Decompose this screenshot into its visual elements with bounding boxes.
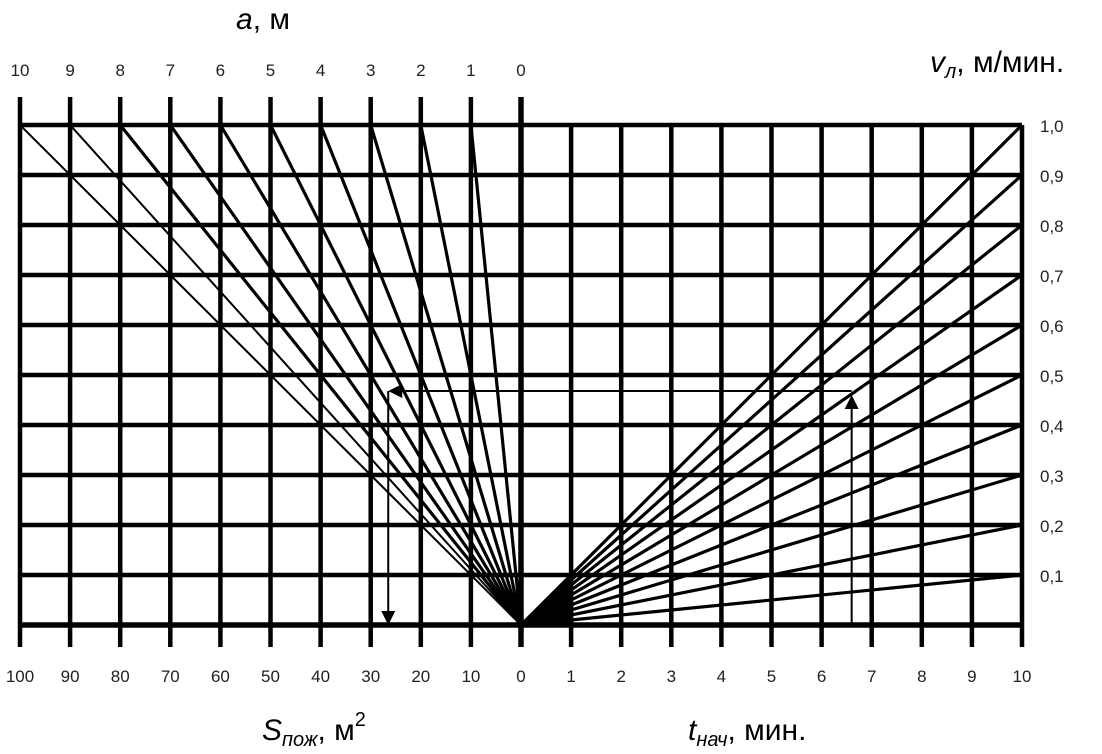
ray-v-0.7 xyxy=(520,273,1023,627)
ray-bundle xyxy=(521,575,571,625)
tick-t-3: 3 xyxy=(667,667,676,686)
ray-a-9 xyxy=(69,124,522,626)
tick-v-0,2: 0,2 xyxy=(1040,517,1064,536)
tick-v-0,7: 0,7 xyxy=(1040,267,1064,286)
tick-v-1,0: 1,0 xyxy=(1040,117,1064,136)
ray-v-0.8 xyxy=(520,223,1023,627)
tick-a-2: 2 xyxy=(416,61,425,80)
tick-a-7: 7 xyxy=(166,61,175,80)
tick-s-100: 100 xyxy=(6,667,34,686)
tick-a-0: 0 xyxy=(516,61,525,80)
ray-v-0.9 xyxy=(519,173,1024,627)
tick-s-70: 70 xyxy=(161,667,180,686)
tick-s-90: 90 xyxy=(61,667,80,686)
bottom-right-axis-title: tнач, мин. xyxy=(688,714,806,751)
ray-a-7 xyxy=(168,124,523,626)
tick-a-3: 3 xyxy=(366,61,375,80)
tick-s-60: 60 xyxy=(211,667,230,686)
tick-v-0,5: 0,5 xyxy=(1040,367,1064,386)
tick-t-8: 8 xyxy=(917,667,926,686)
tick-s-20: 20 xyxy=(411,667,430,686)
tick-a-8: 8 xyxy=(115,61,124,80)
tick-s-80: 80 xyxy=(111,667,130,686)
tick-t-2: 2 xyxy=(616,667,625,686)
tick-t-6: 6 xyxy=(817,667,826,686)
tick-t-9: 9 xyxy=(967,667,976,686)
ray-a-1 xyxy=(469,124,523,626)
tick-a-4: 4 xyxy=(316,61,325,80)
tick-v-0,4: 0,4 xyxy=(1040,417,1064,436)
top-axis-title: a, м xyxy=(236,3,290,36)
ray-a-8 xyxy=(118,123,523,627)
example-up-arrow xyxy=(844,395,859,409)
tick-a-6: 6 xyxy=(216,61,225,80)
grid xyxy=(17,97,1025,647)
tick-s-50: 50 xyxy=(261,667,280,686)
tick-v-0,1: 0,1 xyxy=(1040,567,1064,586)
right-axis-title: vл, м/мин. xyxy=(930,46,1064,83)
tick-a-9: 9 xyxy=(65,61,74,80)
ray-v-0.4 xyxy=(520,423,1023,627)
ray-a-4 xyxy=(319,124,523,626)
ray-v-0.6 xyxy=(520,323,1023,627)
ray-v-0.2 xyxy=(520,523,1023,627)
tick-v-0,6: 0,6 xyxy=(1040,317,1064,336)
tick-v-0,9: 0,9 xyxy=(1040,167,1064,186)
ray-v-1 xyxy=(519,123,1024,627)
tick-t-1: 1 xyxy=(566,667,575,686)
tick-t-7: 7 xyxy=(867,667,876,686)
ray-a-3 xyxy=(369,124,523,626)
tick-a-10: 10 xyxy=(11,61,30,80)
example-left-arrow xyxy=(388,384,403,398)
bottom-left-axis-title: Sпож, м2 xyxy=(262,709,366,751)
tick-t-5: 5 xyxy=(767,667,776,686)
ray-a-10 xyxy=(19,124,522,626)
ray-a-5 xyxy=(269,124,523,626)
ray-a-6 xyxy=(219,124,523,626)
tick-a-1: 1 xyxy=(466,61,475,80)
tick-s-30: 30 xyxy=(361,667,380,686)
tick-s-10: 10 xyxy=(461,667,480,686)
tick-t-10: 10 xyxy=(1013,667,1032,686)
tick-s-0: 0 xyxy=(516,667,525,686)
tick-v-0,8: 0,8 xyxy=(1040,217,1064,236)
tick-t-4: 4 xyxy=(717,667,726,686)
ray-v-0.5 xyxy=(520,373,1023,627)
ray-v-0.1 xyxy=(520,573,1023,627)
example-path xyxy=(381,384,859,625)
tick-a-5: 5 xyxy=(266,61,275,80)
ray-a-2 xyxy=(419,124,523,626)
rays xyxy=(19,123,1024,627)
tick-v-0,3: 0,3 xyxy=(1040,467,1064,486)
tick-s-40: 40 xyxy=(311,667,330,686)
ray-v-0.3 xyxy=(520,473,1023,627)
example-down-arrow xyxy=(381,611,396,625)
